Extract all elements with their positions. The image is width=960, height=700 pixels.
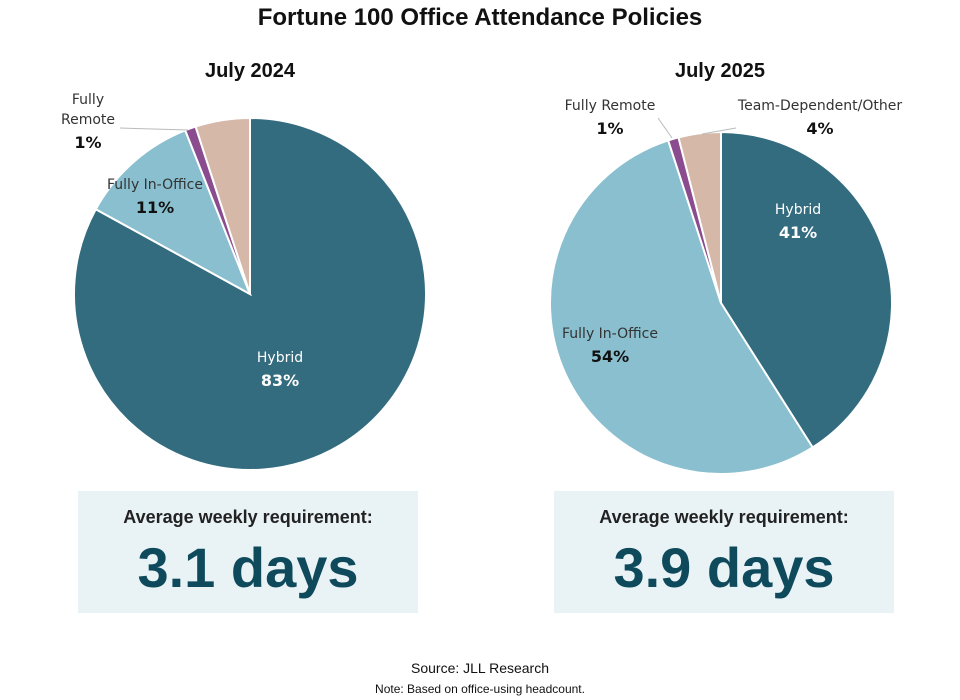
- pie-panel-2025: Hybrid 41% Fully In-Office 54% Fully Remote 1…: [490, 56, 950, 616]
- slice-value-team-dependent-other: 4%: [806, 119, 833, 138]
- slice-label-hybrid: Hybrid: [775, 202, 821, 218]
- slice-value-fully-remote: 1%: [596, 119, 623, 138]
- slice-value-fully-remote: 1%: [74, 133, 101, 152]
- slice-label-fully-in-office: Fully In-Office: [562, 326, 658, 342]
- slice-value-hybrid: 83%: [261, 371, 299, 390]
- leader-line-fully-remote: [119, 127, 189, 131]
- stat-box-2025: Average weekly requirement: 3.9 days: [554, 491, 894, 613]
- pie-slice-hybrid: [73, 116, 427, 471]
- leader-line-fully-remote: [657, 117, 673, 139]
- slice-value-fully-in-office: 11%: [136, 198, 174, 217]
- source-text: Source: JLL Research: [411, 660, 549, 676]
- stat-value-2025: 3.9 days: [613, 536, 835, 599]
- slice-label-fully-remote: Fully: [72, 92, 104, 108]
- pie-title-2024: July 2024: [204, 60, 296, 82]
- slice-value-hybrid: 41%: [779, 223, 817, 242]
- note-text: Note: Based on office-using headcount.: [375, 682, 585, 696]
- chart-title: Fortune 100 Office Attendance Policies: [257, 4, 703, 31]
- slice-label-hybrid: Hybrid: [257, 350, 303, 366]
- slice-label-team-dependent-other: Team-Dependent/Other: [737, 98, 902, 114]
- stat-label-2024: Average weekly requirement:: [123, 507, 373, 527]
- pie-panel-2024: Hybrid 83% Fully In-Office 11% Fully Remote 1%…: [20, 56, 480, 616]
- stat-box-2024: Average weekly requirement: 3.1 days: [78, 491, 418, 613]
- stat-label-2025: Average weekly requirement:: [599, 507, 849, 527]
- slice-label-fully-remote: Remote: [61, 112, 115, 128]
- pie-slice-fully-in-office: [94, 129, 252, 297]
- pie-chart-2024: Hybrid 83% Fully In-Office 11% Fully Remote 1%: [61, 92, 427, 471]
- leader-line-team-dependent-other: [701, 127, 737, 135]
- slice-value-fully-in-office: 54%: [591, 347, 629, 366]
- stat-value-2024: 3.1 days: [137, 536, 359, 599]
- slice-label-fully-in-office: Fully In-Office: [107, 177, 203, 193]
- pie-slice-team-dependent-other: [194, 116, 251, 295]
- slice-label-fully-remote: Fully Remote: [565, 98, 656, 114]
- pie-title-2025: July 2025: [674, 60, 766, 82]
- pie-chart-2025: Hybrid 41% Fully In-Office 54% Fully Remote 1…: [549, 98, 902, 475]
- pie-slice-team-dependent-other: [677, 130, 722, 304]
- pie-slice-fully-in-office: [549, 139, 815, 475]
